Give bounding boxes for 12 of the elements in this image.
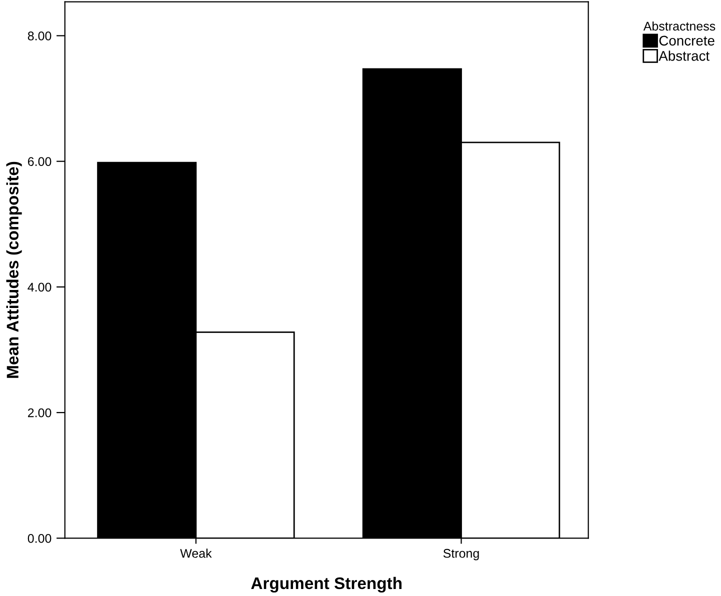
y-tick-label: 8.00 [28,32,52,40]
x-tick-label: Weak [180,548,212,558]
x-axis-title: Argument Strength [251,576,402,593]
y-axis-title: Mean Attitudes (composite) [6,162,22,378]
y-tick-label: 4.00 [28,282,52,292]
x-tick-label: Strong [443,548,479,560]
legend-label: Concrete [659,36,714,46]
y-tick-label: 2.00 [28,408,52,418]
y-tick-label: 0.00 [28,534,52,543]
legend-title: Abstractness [643,21,716,31]
legend-label: Abstract [658,50,710,61]
y-tick-label: 6.00 [28,157,52,166]
